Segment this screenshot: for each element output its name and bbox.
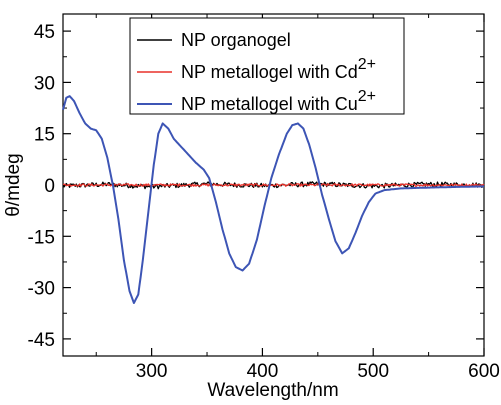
legend-box bbox=[129, 17, 405, 115]
series-line bbox=[62, 95, 484, 304]
x-tick-label: 600 bbox=[468, 361, 500, 382]
legend-label: NP organogel bbox=[181, 30, 291, 50]
legend-label-superscript: 2+ bbox=[358, 88, 376, 105]
y-axis-title: θ/mdeg bbox=[3, 153, 24, 216]
x-tick-label: 500 bbox=[357, 361, 389, 382]
x-tick-label: 400 bbox=[247, 361, 279, 382]
series-line bbox=[62, 183, 485, 187]
x-axis-title: Wavelength/nm bbox=[207, 380, 338, 401]
y-tick-label: 30 bbox=[34, 73, 55, 94]
y-tick-label: 0 bbox=[44, 176, 55, 197]
legend-label-superscript: 2+ bbox=[358, 56, 376, 73]
tick-labels: 300 400 500 600 45 30 15 0 -15 -30 -45 bbox=[28, 22, 500, 382]
y-tick-label: 45 bbox=[34, 22, 55, 43]
y-tick-label: -45 bbox=[28, 330, 55, 351]
x-tick-label: 300 bbox=[136, 361, 168, 382]
series-group bbox=[62, 95, 485, 304]
y-tick-label: -30 bbox=[28, 279, 55, 300]
y-tick-label: -15 bbox=[28, 227, 55, 248]
y-tick-label: 15 bbox=[34, 125, 55, 146]
